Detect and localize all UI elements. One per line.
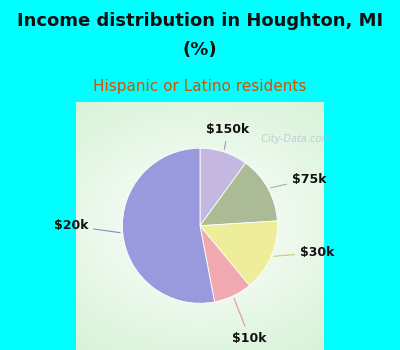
Ellipse shape (116, 161, 284, 291)
Ellipse shape (121, 164, 279, 287)
Ellipse shape (42, 103, 358, 348)
Ellipse shape (126, 168, 274, 283)
Wedge shape (200, 148, 246, 226)
Wedge shape (200, 226, 250, 302)
Text: $20k: $20k (54, 219, 120, 233)
Text: Income distribution in Houghton, MI: Income distribution in Houghton, MI (17, 12, 383, 30)
Ellipse shape (92, 141, 308, 310)
Ellipse shape (97, 145, 303, 306)
Ellipse shape (166, 199, 234, 253)
Ellipse shape (23, 88, 377, 350)
Ellipse shape (33, 96, 367, 350)
Ellipse shape (112, 157, 288, 295)
Text: City-Data.com: City-Data.com (255, 134, 330, 144)
Ellipse shape (185, 214, 215, 237)
Ellipse shape (106, 153, 294, 299)
Text: $150k: $150k (206, 123, 250, 149)
Text: Hispanic or Latino residents: Hispanic or Latino residents (93, 79, 307, 93)
Text: $75k: $75k (271, 173, 326, 188)
Ellipse shape (52, 111, 348, 341)
Text: $10k: $10k (232, 299, 267, 344)
Wedge shape (122, 148, 214, 303)
Ellipse shape (175, 206, 225, 245)
Ellipse shape (141, 180, 259, 272)
Ellipse shape (102, 149, 298, 302)
Ellipse shape (48, 107, 352, 344)
Ellipse shape (28, 92, 372, 350)
Ellipse shape (180, 210, 220, 241)
Ellipse shape (62, 119, 338, 333)
Ellipse shape (136, 176, 264, 275)
Ellipse shape (13, 80, 387, 350)
Ellipse shape (72, 126, 328, 325)
Ellipse shape (87, 138, 313, 314)
Text: (%): (%) (183, 41, 217, 60)
Wedge shape (200, 221, 278, 286)
Ellipse shape (82, 134, 318, 317)
Ellipse shape (8, 77, 392, 350)
Ellipse shape (151, 188, 249, 264)
Ellipse shape (77, 130, 323, 321)
Ellipse shape (190, 218, 210, 233)
Ellipse shape (195, 222, 205, 230)
Wedge shape (200, 163, 277, 226)
Ellipse shape (161, 195, 239, 256)
Ellipse shape (131, 172, 269, 279)
Ellipse shape (18, 84, 382, 350)
Ellipse shape (3, 73, 397, 350)
Ellipse shape (38, 99, 362, 350)
Ellipse shape (146, 184, 254, 268)
Ellipse shape (156, 191, 244, 260)
Ellipse shape (57, 115, 343, 337)
Ellipse shape (170, 203, 230, 249)
Text: $30k: $30k (274, 246, 334, 259)
Ellipse shape (67, 122, 333, 329)
